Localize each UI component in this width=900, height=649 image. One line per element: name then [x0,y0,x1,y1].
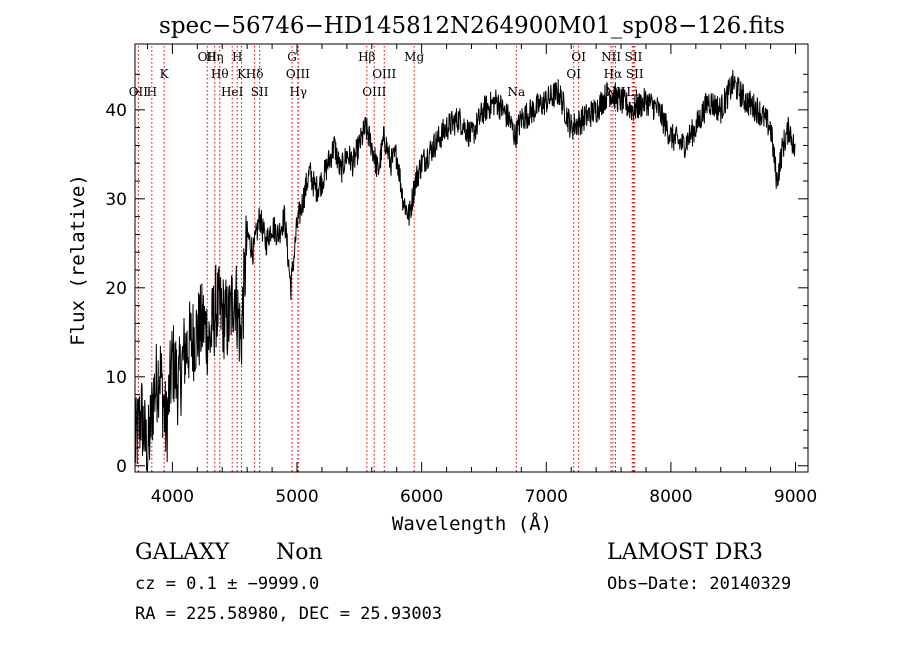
line-label-13: G [287,50,297,64]
x-axis-ticks: 4000 5000 6000 7000 8000 9000 [146,44,817,507]
line-label-17: OIII [372,67,396,81]
line-label-20: Na [508,85,526,99]
line-label-14: OIII [286,67,310,81]
line-label-23: NII [601,50,621,64]
line-label-21: OI [571,50,586,64]
line-label-9: H [232,50,242,64]
line-label-27: SII [626,67,644,81]
line-label-11: Hδ [246,67,264,81]
y-tick-label-40: 40 [105,101,127,121]
coordinates-text: RA = 225.58980, DEC = 25.93003 [135,604,442,624]
object-subclass-label: Non [276,540,323,565]
line-label-22: OI [566,67,581,81]
chart-title: spec−56746−HD145812N264900M01_sp08−126.f… [159,13,785,39]
line-label-15: Hγ [289,85,307,99]
line-label-16: Hβ [358,50,375,64]
x-axis-label: Wavelength (Å) [392,512,552,535]
line-label-28: Li [626,85,638,99]
obs-date-text: Obs−Date: 20140329 [607,574,791,594]
x-tick-label-4000: 4000 [151,487,194,507]
x-tick-label-6000: 6000 [400,487,443,507]
line-label-7: Hθ [211,67,229,81]
line-label-12: SII [251,85,269,99]
y-tick-label-0: 0 [116,457,127,477]
redshift-text: cz = 0.1 ± −9999.0 [135,574,319,594]
x-tick-label-7000: 7000 [525,487,568,507]
line-label-6: Hη [206,50,224,64]
line-label-24: Hα [604,67,623,81]
line-label-18: OIII [362,85,386,99]
spectrum-series-line [134,69,796,471]
line-label-3: H [147,85,157,99]
line-label-19: Mg [404,50,424,64]
line-label-5: OII [198,50,218,64]
survey-label: LAMOST DR3 [607,540,763,565]
line-label-8: HeI [221,85,244,99]
line-label-4: K [160,67,170,81]
x-tick-label-5000: 5000 [275,487,318,507]
y-tick-label-10: 10 [105,368,127,388]
line-label-26: SII [625,50,643,64]
y-axis-ticks: 0 10 20 30 40 [105,73,808,477]
x-tick-label-9000: 9000 [774,487,817,507]
y-tick-label-30: 30 [105,190,127,210]
spectral-line-markers [137,46,636,472]
object-class-label: GALAXY [135,540,230,565]
line-label-10: K [237,67,247,81]
y-axis-label: Flux (relative) [67,174,89,346]
y-tick-label-20: 20 [105,279,127,299]
x-tick-label-8000: 8000 [649,487,692,507]
